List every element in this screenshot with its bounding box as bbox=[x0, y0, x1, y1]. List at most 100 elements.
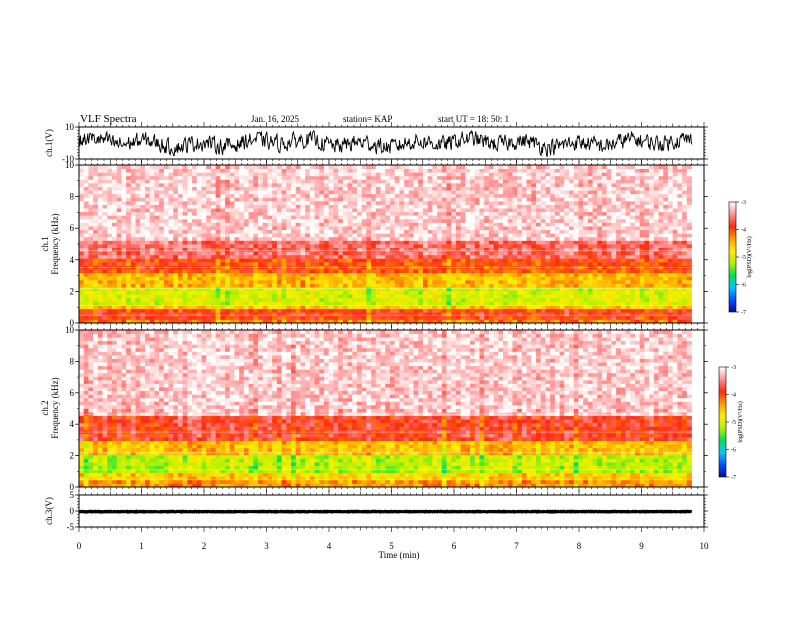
ch1-spectrogram-cell bbox=[103, 197, 108, 201]
ch1-spectrogram-cell bbox=[371, 294, 376, 298]
ch1-spectrogram-cell bbox=[508, 255, 513, 259]
ch1-spectrogram-cell bbox=[423, 273, 428, 277]
ch1-spectrogram-cell bbox=[390, 240, 395, 244]
ch1-spectrogram-cell bbox=[84, 187, 89, 191]
ch1-spectrogram-cell bbox=[376, 169, 381, 173]
ch1-spectrogram-cell bbox=[159, 301, 164, 305]
ch1-spectrogram-cell bbox=[140, 237, 145, 241]
ch1-spectrogram-cell bbox=[451, 276, 456, 280]
ch1-spectrogram-cell bbox=[319, 248, 324, 252]
ch1-spectrogram-cell bbox=[79, 212, 84, 216]
ch1-spectrogram-cell bbox=[197, 233, 202, 237]
ch1-spectrogram-cell bbox=[121, 172, 126, 176]
ch1-spectrogram-cell bbox=[211, 262, 216, 266]
ch1-spectrogram-cell bbox=[258, 215, 263, 219]
ch1-spectrogram-cell bbox=[211, 190, 216, 194]
ch1-spectrogram-cell bbox=[263, 240, 268, 244]
ch1-spectrogram-cell bbox=[569, 258, 574, 262]
ch1-spectrogram-cell bbox=[428, 269, 433, 273]
ch1-spectrogram-cell bbox=[475, 316, 480, 320]
ch1-spectrogram-cell bbox=[428, 197, 433, 201]
ch1-spectrogram-cell bbox=[475, 280, 480, 284]
ch1-spectrogram-cell bbox=[343, 187, 348, 191]
ch1-spectrogram-cell bbox=[112, 269, 117, 273]
ch1-spectrogram-cell bbox=[333, 294, 338, 298]
ch1-spectrogram-cell bbox=[117, 276, 122, 280]
ch1-spectrogram-cell bbox=[390, 169, 395, 173]
ch1-spectrogram-cell bbox=[187, 316, 192, 320]
ch1-spectrogram-cell bbox=[173, 183, 178, 187]
ch1-spectrogram-cell bbox=[348, 197, 353, 201]
ch1-spectrogram-cell bbox=[324, 222, 329, 226]
ch1-spectrogram-cell bbox=[404, 172, 409, 176]
ch1-spectrogram-cell bbox=[541, 294, 546, 298]
ch1-spectrogram-cell bbox=[508, 284, 513, 288]
ch1-spectrogram-cell bbox=[93, 280, 98, 284]
ch1-spectrogram-cell bbox=[300, 201, 305, 205]
ch1-spectrogram-cell bbox=[437, 258, 442, 262]
ch1-spectrogram-cell bbox=[385, 287, 390, 291]
ch1-spectrogram-cell bbox=[112, 255, 117, 259]
ch1-spectrogram-cell bbox=[249, 273, 254, 277]
ch1-spectrogram-cell bbox=[461, 194, 466, 198]
ch1-spectrogram-cell bbox=[475, 205, 480, 209]
ch1-spectrogram-cell bbox=[484, 230, 489, 234]
ch1-spectrogram-cell bbox=[447, 237, 452, 241]
ch1-spectrogram-cell bbox=[126, 219, 131, 223]
ch1-spectrogram-cell bbox=[560, 294, 565, 298]
ch1-spectrogram-cell bbox=[376, 187, 381, 191]
ch1-spectrogram-cell bbox=[324, 233, 329, 237]
ch1-spectrogram-cell bbox=[140, 205, 145, 209]
ch1-spectrogram-cell bbox=[442, 194, 447, 198]
ch1-spectrogram-cell bbox=[527, 240, 532, 244]
ch1-spectrogram-cell bbox=[126, 169, 131, 173]
ch1-spectrogram-cell bbox=[145, 212, 150, 216]
ch1-spectrogram-cell bbox=[324, 237, 329, 241]
ch1-spectrogram-cell bbox=[286, 230, 291, 234]
ch1-spectrogram-cell bbox=[225, 183, 230, 187]
ch1-spectrogram-cell bbox=[333, 244, 338, 248]
ch1-spectrogram-cell bbox=[376, 276, 381, 280]
ch1-spectrogram-cell bbox=[98, 222, 103, 226]
ch1-spectrogram-cell bbox=[145, 251, 150, 255]
ch1-spectrogram-cell bbox=[305, 309, 310, 313]
ch1-spectrogram-cell bbox=[230, 172, 235, 176]
ch1-spectrogram-cell bbox=[249, 233, 254, 237]
ch1-spectrogram-cell bbox=[173, 298, 178, 302]
ch1-spectrogram-cell bbox=[461, 276, 466, 280]
ch1-spectrogram-cell bbox=[79, 237, 84, 241]
ch1-spectrogram-cell bbox=[338, 201, 343, 205]
ch1-spectrogram-cell bbox=[366, 244, 371, 248]
ch1-spectrogram-cell bbox=[555, 273, 560, 277]
ch1-spectrogram-cell bbox=[300, 273, 305, 277]
ch1-spectrogram-cell bbox=[352, 183, 357, 187]
ch1-spectrogram-cell bbox=[470, 248, 475, 252]
ch1-spectrogram-cell bbox=[362, 169, 367, 173]
ch1-spectrogram-cell bbox=[536, 312, 541, 316]
ch1-spectrogram-cell bbox=[211, 165, 216, 169]
ch1-spectrogram-cell bbox=[550, 316, 555, 320]
ch1-spectrogram-cell bbox=[432, 172, 437, 176]
ch1-spectrogram-cell bbox=[305, 291, 310, 295]
ch1-spectrogram-cell bbox=[121, 165, 126, 169]
ch1-spectrogram-cell bbox=[456, 258, 461, 262]
ch1-spectrogram-cell bbox=[169, 284, 174, 288]
ch1-spectrogram-cell bbox=[225, 244, 230, 248]
ch1-spectrogram-cell bbox=[404, 237, 409, 241]
ch1-spectrogram-cell bbox=[357, 169, 362, 173]
ch1-spectrogram-cell bbox=[145, 240, 150, 244]
ch1-spectrogram-cell bbox=[409, 194, 414, 198]
ch1-spectrogram-cell bbox=[409, 291, 414, 295]
ch1-spectrogram-cell bbox=[239, 230, 244, 234]
ch1-spectrogram-cell bbox=[390, 280, 395, 284]
ch1-spectrogram-cell bbox=[399, 219, 404, 223]
ch1-spectrogram-cell bbox=[578, 269, 583, 273]
ch1-spectrogram-cell bbox=[376, 233, 381, 237]
ch1-spectrogram-cell bbox=[498, 197, 503, 201]
ch1-spectrogram-cell bbox=[362, 165, 367, 169]
ch1-spectrogram-cell bbox=[169, 269, 174, 273]
ch1-spectrogram-cell bbox=[517, 183, 522, 187]
ch1-spectrogram-cell bbox=[564, 291, 569, 295]
ch1-spectrogram-cell bbox=[98, 294, 103, 298]
ch1-spectrogram-cell bbox=[366, 179, 371, 183]
